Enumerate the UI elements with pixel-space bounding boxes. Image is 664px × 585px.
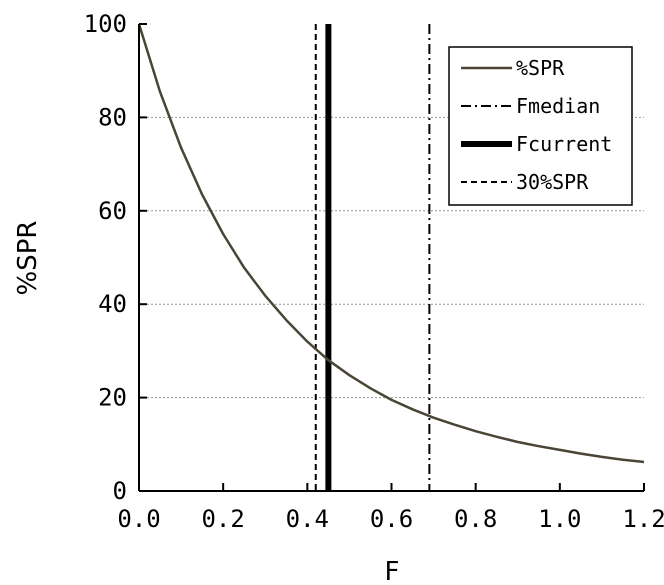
legend-label: Fmedian (516, 94, 600, 118)
y-tick-label: 40 (98, 290, 127, 318)
y-tick-label: 60 (98, 197, 127, 225)
legend: %SPR Fmedian Fcurrent 30%SPR (448, 46, 633, 206)
legend-label: %SPR (516, 56, 565, 80)
x-tick-label: 0.6 (370, 505, 413, 533)
x-tick-label: 0.0 (117, 505, 160, 533)
y-axis-title: %SPR (13, 221, 43, 296)
x-tick-label: 0.4 (286, 505, 329, 533)
x-tick-label: 1.2 (622, 505, 664, 533)
y-tick-label: 80 (98, 103, 127, 131)
x-tick-label: 0.2 (201, 505, 244, 533)
x-axis-title: F (385, 557, 400, 585)
series-line-spr (137, 23, 645, 464)
y-tick-label: 100 (84, 10, 127, 38)
x-tick-label: 1.0 (538, 505, 581, 533)
legend-label: Fcurrent (516, 132, 612, 156)
legend-box (448, 46, 633, 206)
axes: 0 20 40 60 80 100 0.0 0.2 0.4 0.6 0.8 1.0 1.2 (84, 10, 664, 533)
y-tick-label: 20 (98, 384, 127, 412)
legend-label: 30%SPR (516, 170, 589, 194)
plot-area (137, 23, 645, 491)
x-tick-label: 0.8 (454, 505, 497, 533)
y-tick-label: 0 (113, 477, 127, 505)
